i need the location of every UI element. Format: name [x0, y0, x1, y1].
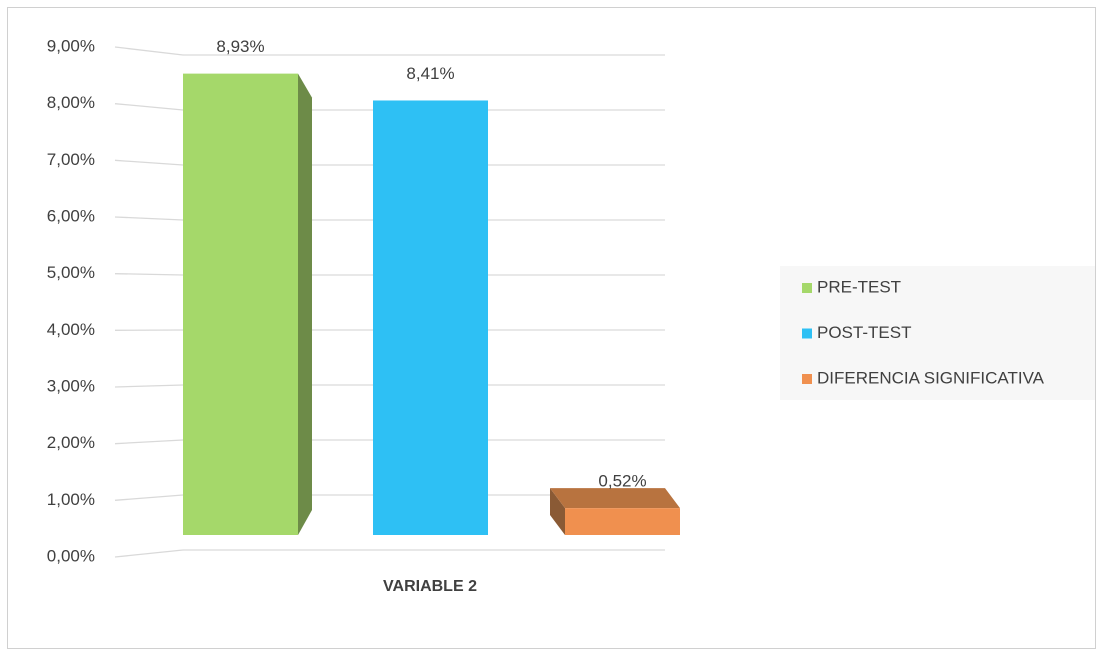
- y-tick-label: 1,00%: [47, 490, 95, 509]
- data-label: 8,41%: [406, 64, 454, 83]
- legend-label: DIFERENCIA SIGNIFICATIVA: [817, 368, 1045, 387]
- legend-label: PRE-TEST: [817, 277, 901, 296]
- bar: [565, 508, 680, 535]
- y-tick-label: 2,00%: [47, 433, 95, 452]
- x-tick-label: VARIABLE 2: [383, 578, 477, 595]
- bar-top: [550, 488, 680, 508]
- bar: [183, 74, 298, 535]
- y-tick-label: 4,00%: [47, 320, 95, 339]
- y-tick-label: 9,00%: [47, 36, 95, 55]
- y-tick-label: 7,00%: [47, 150, 95, 169]
- y-tick-label: 0,00%: [47, 546, 95, 565]
- legend-swatch: [802, 374, 812, 384]
- legend-label: POST-TEST: [817, 323, 911, 342]
- y-tick-label: 3,00%: [47, 376, 95, 395]
- y-tick-label: 6,00%: [47, 206, 95, 225]
- data-label: 0,52%: [598, 472, 646, 491]
- y-tick-label: 5,00%: [47, 263, 95, 282]
- bar: [373, 100, 488, 535]
- y-tick-label: 8,00%: [47, 93, 95, 112]
- legend-swatch: [802, 283, 812, 293]
- data-label: 8,93%: [216, 37, 264, 56]
- bar-side: [298, 74, 312, 535]
- legend-swatch: [802, 329, 812, 339]
